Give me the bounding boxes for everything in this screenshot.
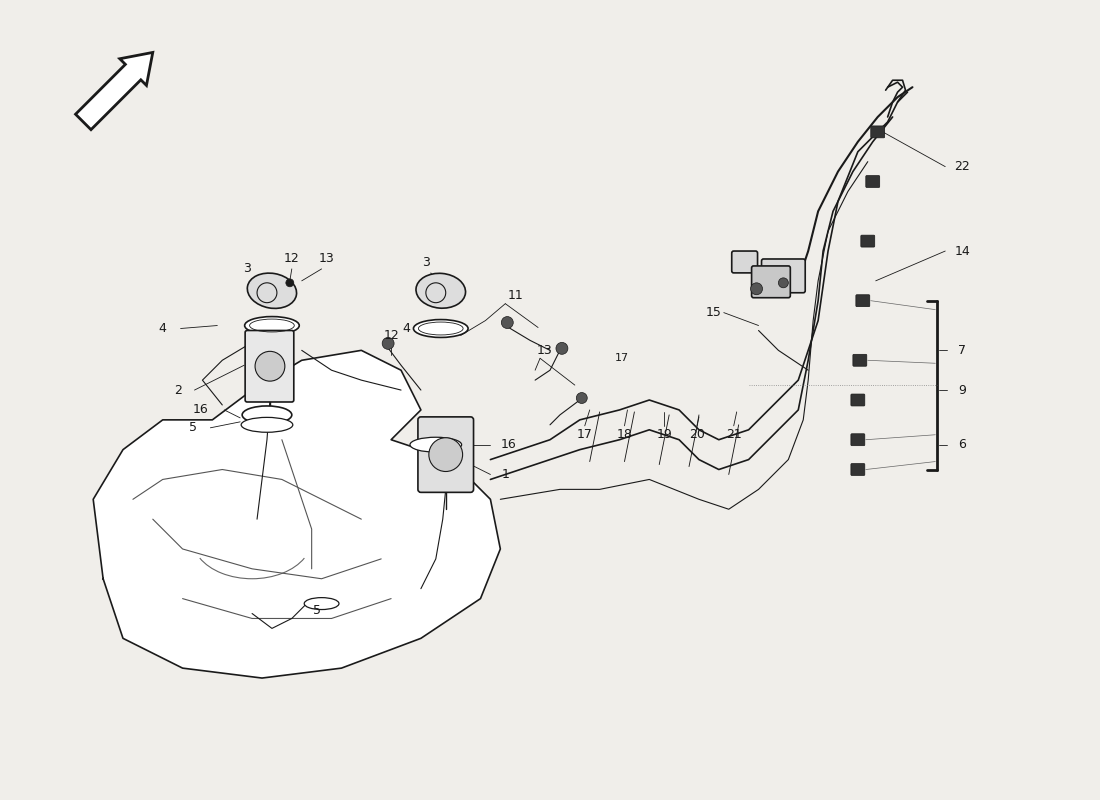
FancyBboxPatch shape [852, 354, 867, 366]
Circle shape [255, 351, 285, 381]
FancyBboxPatch shape [418, 417, 473, 492]
FancyBboxPatch shape [866, 175, 880, 187]
Circle shape [502, 317, 514, 329]
Circle shape [429, 438, 463, 471]
FancyBboxPatch shape [851, 463, 865, 475]
Text: 7: 7 [958, 344, 966, 357]
Ellipse shape [414, 319, 469, 338]
Circle shape [750, 283, 762, 294]
Circle shape [576, 393, 587, 403]
FancyBboxPatch shape [761, 259, 805, 293]
Ellipse shape [416, 436, 465, 454]
Text: 4: 4 [403, 322, 410, 335]
Circle shape [779, 278, 789, 288]
FancyBboxPatch shape [751, 266, 790, 298]
Text: 6: 6 [958, 438, 966, 451]
Ellipse shape [241, 418, 293, 432]
Text: 3: 3 [422, 257, 430, 270]
Text: 11: 11 [507, 290, 524, 302]
FancyBboxPatch shape [732, 251, 758, 273]
FancyBboxPatch shape [851, 394, 865, 406]
Circle shape [382, 338, 394, 350]
Text: 9: 9 [958, 383, 966, 397]
FancyBboxPatch shape [856, 294, 870, 306]
Text: 15: 15 [706, 306, 722, 319]
Ellipse shape [416, 274, 465, 308]
Text: 17: 17 [576, 428, 593, 442]
Text: 18: 18 [616, 428, 632, 442]
Text: 21: 21 [726, 428, 741, 442]
FancyBboxPatch shape [861, 235, 875, 247]
FancyBboxPatch shape [245, 330, 294, 402]
FancyBboxPatch shape [871, 126, 884, 138]
Text: 2: 2 [174, 383, 182, 397]
Ellipse shape [248, 273, 297, 309]
Text: 16: 16 [500, 438, 516, 451]
Text: 12: 12 [284, 253, 299, 266]
Text: 3: 3 [243, 262, 251, 275]
Ellipse shape [410, 438, 462, 452]
Text: 5: 5 [312, 604, 320, 617]
Circle shape [286, 279, 294, 286]
Text: 14: 14 [954, 245, 970, 258]
Text: 1: 1 [502, 468, 509, 481]
Text: 16: 16 [192, 403, 208, 417]
Text: 13: 13 [537, 344, 553, 357]
Text: 19: 19 [657, 428, 672, 442]
Circle shape [556, 342, 568, 354]
FancyBboxPatch shape [851, 434, 865, 446]
Text: 20: 20 [689, 428, 705, 442]
Polygon shape [94, 350, 500, 678]
Ellipse shape [244, 317, 299, 334]
Text: 4: 4 [158, 322, 166, 335]
Text: 22: 22 [954, 160, 970, 173]
FancyArrow shape [76, 53, 153, 130]
Ellipse shape [305, 598, 339, 610]
Text: 5: 5 [188, 422, 197, 434]
Text: 13: 13 [319, 253, 334, 266]
Ellipse shape [242, 406, 292, 424]
Text: 17: 17 [615, 354, 628, 363]
Text: 12: 12 [383, 329, 399, 342]
